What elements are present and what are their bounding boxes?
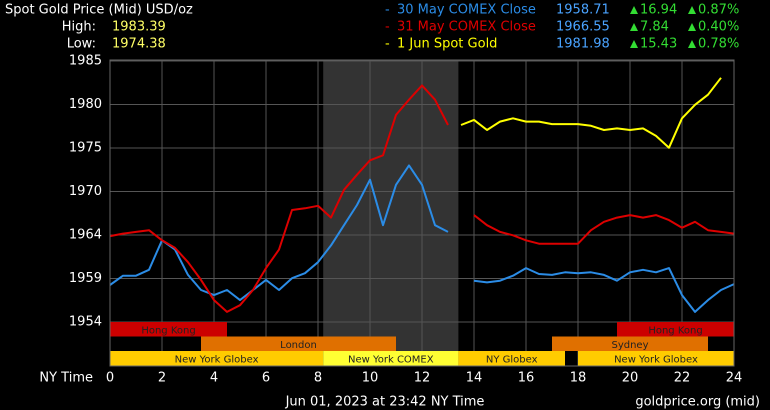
x-tick-label: 10: [362, 371, 379, 386]
session-bar: [110, 322, 227, 337]
x-tick-label: 24: [726, 371, 743, 386]
x-tick-label: 12: [414, 371, 431, 386]
series-line: [109, 84, 735, 313]
session-bar: [617, 322, 734, 337]
session-bar: [323, 351, 459, 366]
session-bar: [552, 336, 708, 351]
y-tick-label: 1975: [69, 140, 102, 155]
up-arrow: [688, 40, 696, 48]
highlight-band: [323, 60, 459, 366]
low-value: 1974.38: [112, 37, 166, 52]
y-tick-label: 1959: [69, 271, 102, 286]
session-label: Hong Kong: [141, 325, 195, 336]
legend-change-pct: 0.78%: [698, 37, 739, 52]
x-tick-label: 22: [674, 371, 691, 386]
session-bar: [458, 351, 565, 366]
x-tick-label: 6: [262, 371, 270, 386]
x-tick-label: 0: [106, 371, 114, 386]
x-tick-label: 2: [158, 371, 166, 386]
session-bar: [578, 351, 734, 366]
legend-dash: -: [385, 20, 390, 35]
series-line: [460, 77, 722, 149]
plot-frame: [109, 59, 735, 367]
legend-price: 1981.98: [556, 37, 610, 52]
x-tick-label: 18: [570, 371, 587, 386]
legend-change: 15.43: [640, 37, 677, 52]
session-label: London: [280, 340, 317, 351]
y-tick-label: 1954: [69, 315, 102, 330]
legend-price: 1958.71: [556, 3, 610, 18]
session-label: New York COMEX: [348, 354, 434, 365]
legend-name: 30 May COMEX Close: [397, 3, 536, 18]
session-label: Sydney: [611, 340, 648, 351]
session-bar: [201, 336, 396, 351]
legend-dash: -: [385, 37, 390, 52]
x-tick-label: 16: [518, 371, 535, 386]
source: goldprice.org (mid): [635, 395, 760, 410]
up-arrow: [688, 23, 696, 31]
y-tick-label: 1970: [69, 184, 102, 199]
x-tick-label: 14: [466, 371, 483, 386]
session-label: NY Globex: [486, 354, 538, 365]
session-bar: [110, 351, 324, 366]
high-value: 1983.39: [112, 20, 166, 35]
high-label: High:: [62, 20, 96, 35]
session-label: New York Globex: [614, 354, 698, 365]
y-tick-label: 1985: [69, 54, 102, 69]
legend-name: 1 Jun Spot Gold: [397, 37, 497, 52]
legend-change: 7.84: [640, 20, 669, 35]
x-tick-label: 8: [314, 371, 322, 386]
y-tick-label: 1980: [69, 97, 102, 112]
legend-change: 16.94: [640, 3, 677, 18]
legend-change-pct: 0.87%: [698, 3, 739, 18]
x-tick-label: 20: [622, 371, 639, 386]
x-axis-label: NY Time: [39, 371, 93, 386]
chart-title: Spot Gold Price (Mid) USD/oz: [5, 3, 193, 18]
up-arrow: [688, 6, 696, 14]
y-tick-label: 1964: [69, 228, 102, 243]
x-tick-label: 4: [210, 371, 218, 386]
up-arrow: [630, 40, 638, 48]
legend-dash: -: [385, 3, 390, 18]
up-arrow: [630, 6, 638, 14]
session-label: Hong Kong: [648, 325, 702, 336]
session-label: New York Globex: [175, 354, 259, 365]
legend-name: 31 May COMEX Close: [397, 20, 536, 35]
legend-change-pct: 0.40%: [698, 20, 739, 35]
low-label: Low:: [67, 37, 96, 52]
up-arrow: [630, 23, 638, 31]
legend-price: 1966.55: [556, 20, 610, 35]
timestamp: Jun 01, 2023 at 23:42 NY Time: [285, 395, 485, 410]
